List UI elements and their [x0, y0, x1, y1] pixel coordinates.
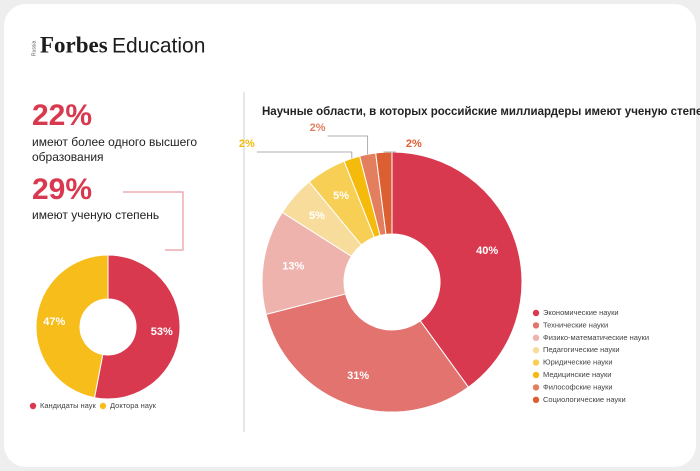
- value-label: 53%: [151, 326, 173, 338]
- brand-small: Russia: [31, 40, 37, 56]
- leader-line: [327, 135, 369, 155]
- stat-value: 22%: [32, 99, 92, 132]
- legend-label: Кандидаты наук: [40, 401, 97, 410]
- legend-marker: [532, 322, 540, 329]
- value-label: 5%: [333, 190, 349, 202]
- brand: Forbes: [40, 32, 108, 57]
- legend-marker: [532, 309, 540, 317]
- section: Education: [112, 35, 205, 58]
- legend-marker: [99, 402, 107, 410]
- legend-label: Экономические науки: [543, 308, 619, 317]
- slice: [261, 211, 353, 315]
- legend-label: Философские науки: [543, 382, 613, 391]
- legend-label: Медицинские науки: [543, 370, 611, 379]
- stat-text: образования: [32, 150, 104, 164]
- leader-line: [256, 151, 353, 159]
- value-label: 47%: [43, 316, 65, 328]
- chart-title: Научные области, в которых российские ми…: [262, 106, 700, 118]
- stat-value: 29%: [32, 173, 92, 206]
- legend-label: Социологические науки: [543, 395, 626, 404]
- value-label: 31%: [347, 370, 369, 382]
- value-label: 5%: [309, 210, 325, 222]
- slice: [375, 151, 393, 235]
- legend-label: Доктора наук: [110, 401, 157, 410]
- value-label: 2%: [239, 138, 255, 150]
- value-label: 40%: [476, 245, 498, 257]
- stat-text: имеют более одного высшего: [32, 135, 197, 149]
- legend-label: Физико-математические науки: [543, 333, 649, 342]
- slice: [35, 254, 109, 399]
- slice: [391, 151, 523, 388]
- legend-label: Технические науки: [543, 320, 608, 329]
- slice: [93, 254, 181, 400]
- legend-marker: [532, 371, 540, 379]
- legend-marker: [29, 402, 37, 410]
- value-label: 2%: [310, 122, 326, 134]
- legend-label: Юридические науки: [543, 358, 613, 367]
- value-label: 2%: [406, 138, 422, 150]
- legend-marker: [532, 347, 540, 354]
- legend-marker: [532, 334, 540, 341]
- legend-marker: [532, 384, 540, 391]
- value-label: 13%: [282, 260, 304, 272]
- legend-marker: [532, 396, 540, 403]
- stat-text: имеют ученую степень: [32, 208, 159, 222]
- legend-marker: [532, 359, 540, 366]
- slice: [265, 293, 470, 413]
- legend-label: Педагогические науки: [543, 345, 620, 354]
- bracket: [123, 191, 184, 251]
